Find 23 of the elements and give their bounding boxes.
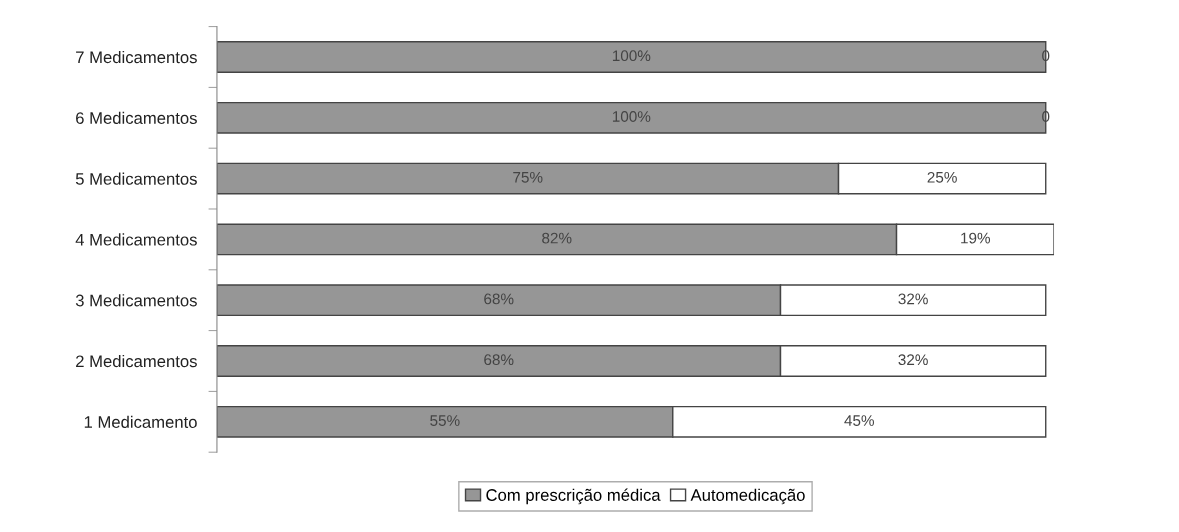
y-tick-label: 2 Medicamentos (76, 354, 197, 368)
y-tick-label: 1 Medicamento (84, 415, 197, 428)
data-label: 100% (612, 111, 651, 122)
legend-label: Com prescrição médica (486, 488, 661, 505)
y-tick-label: 3 Medicamentos (75, 294, 197, 307)
data-label: 19% (961, 232, 991, 244)
data-label: 68% (484, 354, 514, 366)
data-label: 32% (898, 293, 928, 305)
data-label: 0 (1042, 111, 1050, 122)
y-tick-label: 5 Medicamentos (75, 172, 197, 185)
data-label: 68% (484, 293, 514, 305)
data-label: 55% (430, 415, 460, 426)
data-label: 45% (844, 415, 874, 426)
data-label: 82% (542, 232, 572, 244)
y-tick-label: 6 Medicamentos (76, 111, 197, 124)
data-label: 100% (612, 50, 651, 62)
data-label: 32% (898, 354, 928, 366)
data-label: 25% (927, 171, 957, 183)
y-tick-label: 7 Medicamentos (76, 50, 197, 64)
y-tick-label: 4 Medicamentos (75, 233, 197, 246)
data-label: 75% (513, 171, 543, 183)
legend-label: Automedicação (690, 488, 805, 505)
data-label: 0 (1042, 50, 1050, 62)
